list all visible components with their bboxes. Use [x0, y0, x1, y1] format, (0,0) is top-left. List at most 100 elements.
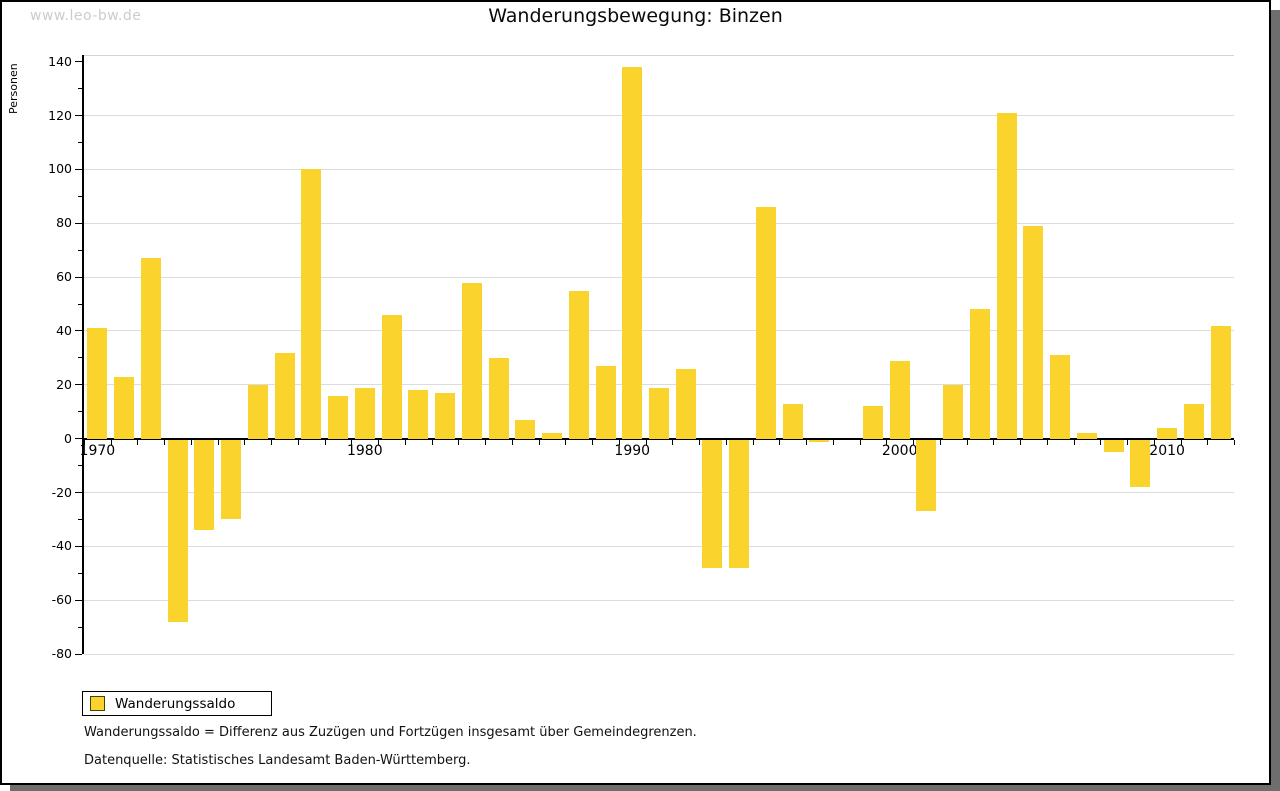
x-tick: [1180, 439, 1182, 445]
y-tick-label: -80: [51, 646, 72, 662]
y-minor-tick: [78, 518, 82, 520]
bar: [408, 390, 429, 439]
x-tick: [271, 439, 273, 445]
x-tick: [886, 439, 888, 445]
y-minor-tick: [78, 142, 82, 143]
bar: [354, 387, 375, 439]
y-tick-label: 20: [56, 376, 72, 392]
y-major-tick: [75, 599, 82, 601]
y-tick-label: 0: [64, 430, 72, 446]
bar: [595, 365, 616, 439]
x-tick: [324, 439, 326, 445]
bar: [649, 387, 669, 439]
x-axis-line: [84, 437, 1234, 440]
bar: [916, 439, 937, 512]
bar: [435, 392, 456, 439]
chart-title: Wanderungsbewegung: Binzen: [488, 5, 783, 27]
x-tick: [1100, 439, 1102, 445]
x-tick: [832, 439, 834, 445]
y-minor-tick: [78, 411, 82, 413]
bar: [1023, 225, 1044, 439]
bar: [1210, 325, 1231, 439]
footnote-source: Datenquelle: Statistisches Landesamt Bad…: [84, 753, 471, 768]
bar: [194, 439, 215, 531]
y-major-tick: [75, 276, 82, 278]
bar: [809, 439, 830, 442]
x-tick: [538, 439, 540, 445]
x-tick: [1020, 439, 1022, 445]
x-tick: [1046, 439, 1048, 445]
bar: [1076, 433, 1097, 439]
x-tick: [752, 439, 754, 445]
x-tick: [725, 439, 727, 445]
x-tick: [618, 439, 620, 445]
y-tick-label: 60: [56, 269, 72, 285]
y-tick-label: -20: [51, 484, 72, 500]
bar: [167, 439, 188, 622]
bar: [862, 406, 883, 439]
x-tick: [565, 439, 567, 445]
x-tick: [859, 439, 861, 445]
y-minor-tick: [78, 195, 82, 197]
x-tick: [404, 439, 406, 445]
bar: [889, 360, 910, 439]
footnote-definition: Wanderungssaldo = Differenz aus Zuzügen …: [84, 725, 697, 740]
y-tick-label: 120: [48, 107, 72, 123]
x-tick-label: 1980: [346, 442, 383, 459]
y-minor-tick: [78, 249, 82, 251]
x-tick: [297, 439, 299, 445]
bar: [1183, 403, 1204, 439]
gridline: [84, 115, 1234, 117]
bar: [301, 169, 322, 439]
x-tick-label: 2000: [881, 442, 918, 459]
y-major-tick: [75, 492, 82, 494]
x-tick: [592, 439, 594, 445]
x-tick: [511, 439, 513, 445]
plot-area: 140 120 100 80 60 40 20 0 -20 -40 -60 -80 1970 1980 19…: [2, 2, 1269, 783]
bar: [515, 419, 536, 439]
x-tick: [645, 439, 647, 445]
bar: [328, 395, 349, 439]
x-tick: [966, 439, 968, 445]
x-tick-label: 1990: [614, 442, 651, 459]
bar: [782, 403, 803, 439]
x-tick: [1127, 439, 1129, 445]
y-tick-label: -60: [51, 592, 72, 608]
bar: [381, 314, 402, 439]
bar: [996, 112, 1017, 439]
y-minor-tick: [78, 572, 82, 574]
watermark-url: www.leo-bw.de: [30, 8, 142, 24]
x-tick: [137, 439, 139, 445]
bar: [675, 368, 696, 439]
bar: [1130, 439, 1151, 488]
x-tick: [1234, 439, 1235, 445]
gridline: [84, 545, 1234, 547]
bar: [114, 376, 135, 439]
x-tick: [431, 439, 433, 445]
gridline: [84, 330, 1234, 332]
x-tick: [993, 439, 995, 445]
y-major-tick: [75, 61, 82, 63]
x-tick: [1207, 439, 1209, 445]
gridline: [84, 222, 1234, 224]
x-tick: [779, 439, 781, 445]
y-tick-label: -40: [51, 538, 72, 554]
bar: [87, 328, 108, 439]
y-major-tick: [75, 168, 82, 170]
x-tick: [110, 439, 112, 445]
y-major-tick: [75, 222, 82, 224]
y-minor-tick: [78, 465, 82, 467]
bar: [247, 384, 268, 439]
x-tick: [351, 439, 353, 445]
x-tick: [217, 439, 219, 445]
bar: [542, 433, 563, 439]
gridline: [84, 653, 1234, 655]
bar: [140, 258, 161, 439]
x-tick: [699, 439, 701, 445]
bar: [221, 439, 242, 520]
x-tick: [672, 439, 674, 445]
bar: [622, 67, 643, 439]
x-tick-label: 2010: [1149, 442, 1185, 459]
x-tick: [1073, 439, 1075, 445]
